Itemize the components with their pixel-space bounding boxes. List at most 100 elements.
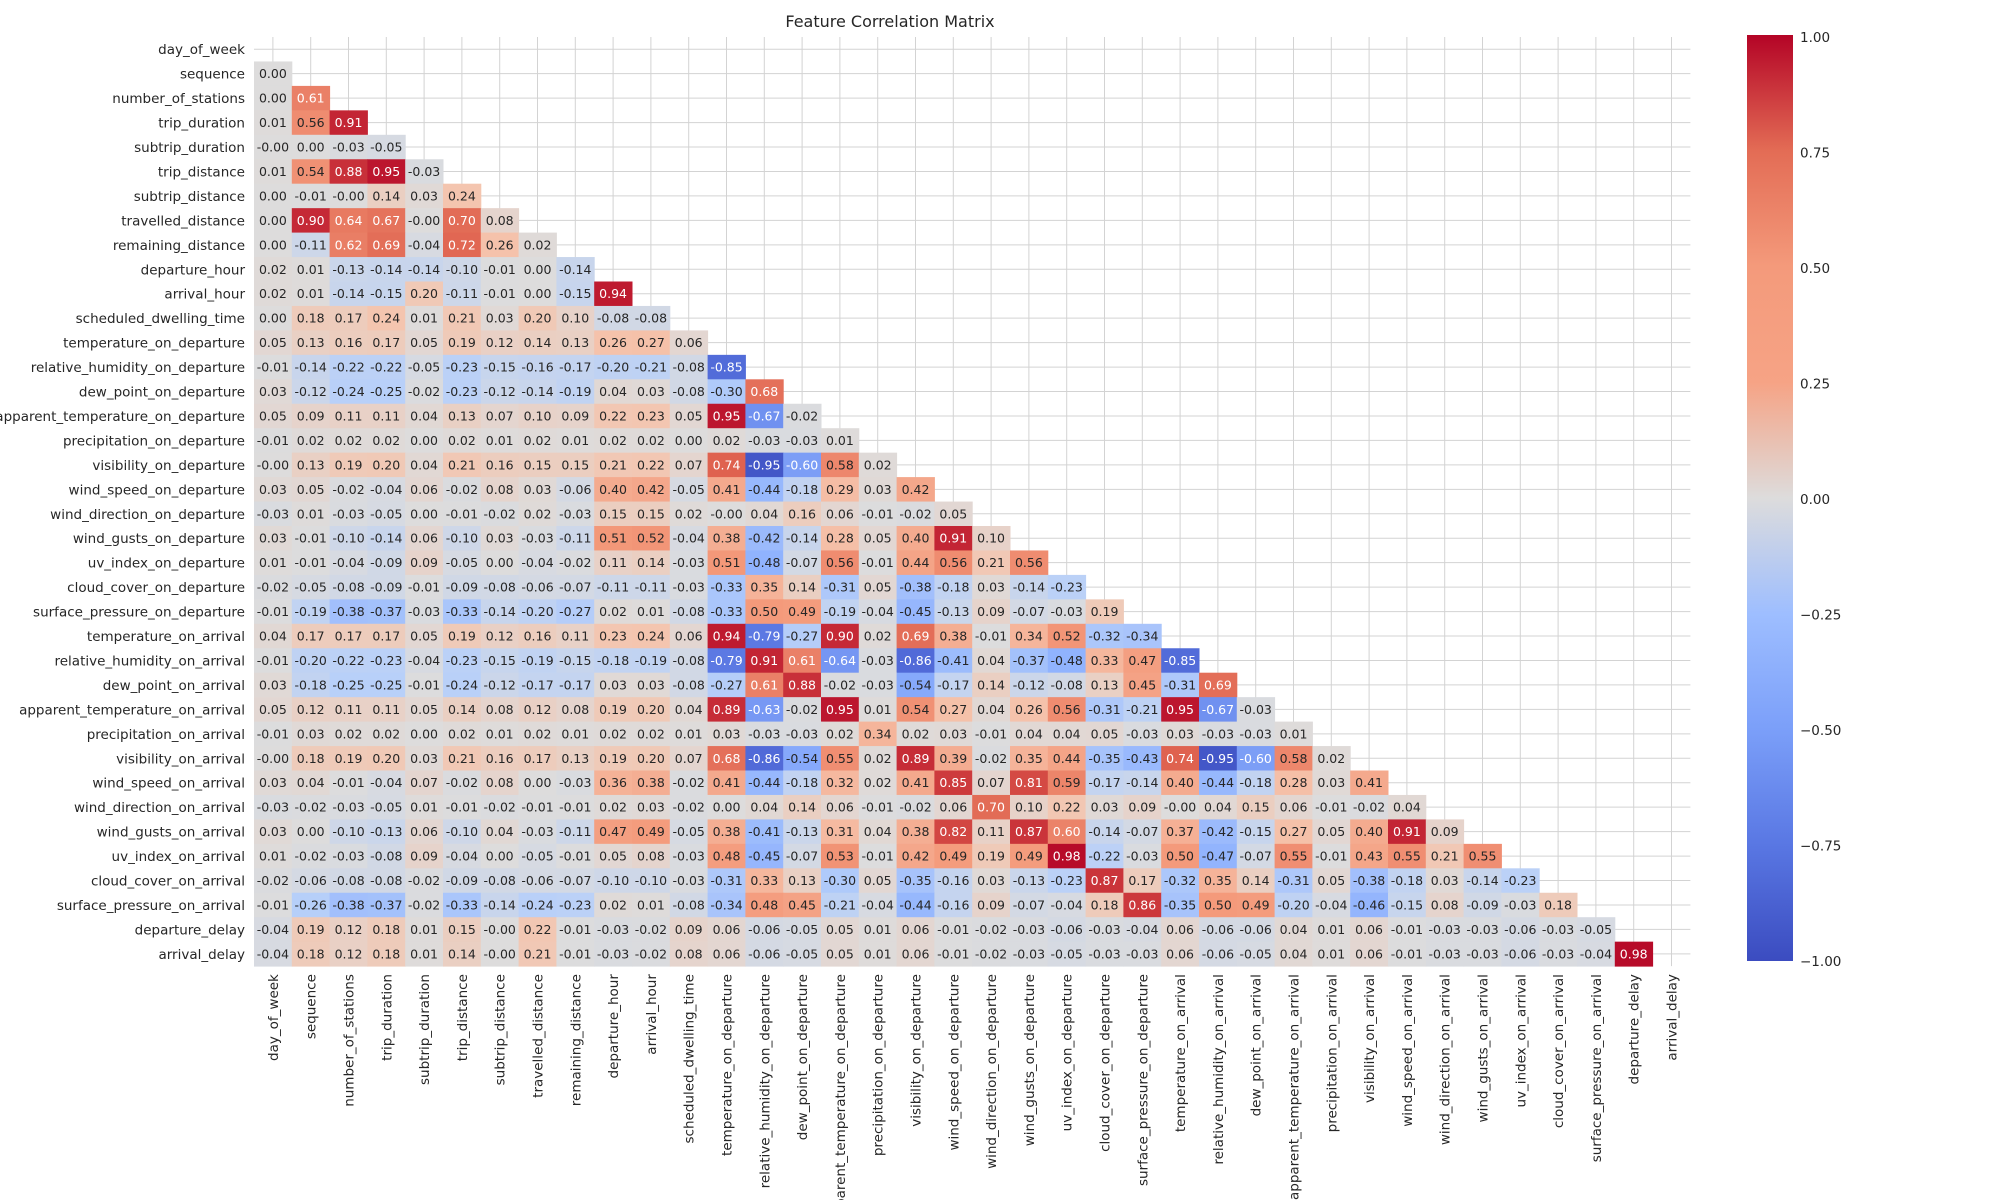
cell-value-label: 0.03 — [1431, 873, 1459, 888]
heatmap-cell — [291, 305, 331, 331]
cell-value-label: -0.16 — [521, 360, 553, 375]
heatmap-cell — [1463, 917, 1502, 943]
y-tick-label: wind_gusts_on_departure — [73, 531, 245, 547]
cell-value-label: -0.04 — [1580, 946, 1612, 961]
cell-value-label: 0.28 — [826, 531, 854, 546]
heatmap-cell — [1123, 819, 1162, 845]
heatmap-cell — [254, 354, 293, 380]
heatmap-cell — [896, 746, 935, 771]
cell-value-label: 0.01 — [561, 433, 589, 448]
x-tick-label: trip_distance — [455, 974, 471, 1061]
heatmap-cell — [329, 697, 368, 723]
cell-value-label: -0.37 — [370, 604, 402, 619]
y-tick-label: arrival_hour — [164, 287, 245, 303]
cell-value-label: -0.07 — [1126, 824, 1158, 839]
cell-value-label: -0.15 — [370, 286, 402, 301]
heatmap-cell — [329, 208, 368, 234]
cell-value-label: 0.04 — [410, 457, 438, 472]
heatmap-cell — [1047, 819, 1087, 845]
cell-value-label: -0.33 — [446, 604, 478, 619]
heatmap-cell — [1577, 917, 1616, 943]
heatmap-cell — [1274, 794, 1313, 820]
heatmap-cell — [1501, 892, 1540, 918]
cell-value-label: 0.04 — [864, 824, 892, 839]
heatmap-cell — [291, 892, 331, 918]
heatmap-cell — [367, 452, 406, 478]
cell-value-label: 0.01 — [864, 946, 892, 961]
cell-value-label: -0.03 — [408, 604, 440, 619]
cell-value-label: -0.03 — [597, 922, 629, 937]
heatmap-cell — [254, 917, 293, 943]
cell-value-label: 0.06 — [826, 800, 854, 815]
cell-value-label: -0.01 — [257, 433, 289, 448]
heatmap-cell — [783, 550, 822, 576]
heatmap-cell — [405, 354, 444, 380]
heatmap-cell — [443, 868, 482, 894]
y-tick-label: precipitation_on_departure — [63, 433, 245, 449]
heatmap-cell — [972, 843, 1011, 869]
cell-value-label: -0.11 — [559, 531, 591, 546]
cell-value-label: -0.18 — [937, 580, 969, 595]
heatmap-cell — [1010, 819, 1049, 845]
cell-value-label: 0.59 — [1053, 775, 1081, 790]
cell-value-label: -0.01 — [559, 946, 591, 961]
cell-value-label: -0.07 — [786, 849, 818, 864]
heatmap-cell — [405, 550, 444, 576]
cell-value-label: 0.00 — [297, 824, 325, 839]
heatmap-cell — [1274, 819, 1313, 845]
cell-value-label: -0.01 — [559, 922, 591, 937]
cell-value-label: -0.22 — [1088, 849, 1120, 864]
cell-value-label: -0.03 — [1013, 922, 1045, 937]
heatmap-cell — [632, 526, 671, 551]
heatmap-cell — [367, 330, 406, 356]
cell-value-label: 0.00 — [524, 775, 552, 790]
cell-value-label: 0.34 — [864, 726, 892, 741]
heatmap-cell — [707, 794, 746, 820]
cell-value-label: -0.14 — [1126, 775, 1158, 790]
cell-value-label: -0.09 — [1466, 897, 1498, 912]
cell-value-label: 0.15 — [524, 457, 552, 472]
cell-value-label: 0.15 — [1242, 800, 1270, 815]
cell-value-label: 0.11 — [372, 702, 400, 717]
heatmap-cell — [896, 941, 935, 967]
heatmap-cell — [443, 770, 482, 796]
cell-value-label: 0.10 — [977, 531, 1005, 546]
heatmap-cell — [254, 330, 293, 356]
heatmap-cell — [1614, 941, 1654, 967]
cell-value-label: 0.27 — [939, 702, 967, 717]
cell-value-label: 0.27 — [637, 335, 665, 350]
heatmap-cell — [291, 648, 331, 674]
y-tick-label: trip_duration — [158, 116, 245, 132]
cell-value-label: 0.04 — [259, 629, 287, 644]
heatmap-cell — [254, 379, 293, 405]
cell-value-label: 0.05 — [939, 506, 967, 521]
heatmap-cell — [632, 452, 671, 478]
cell-value-label: 0.87 — [1091, 873, 1119, 888]
heatmap-cell — [1085, 819, 1124, 845]
cell-value-label: -0.79 — [748, 629, 780, 644]
heatmap-cell — [329, 501, 368, 527]
heatmap-cell — [632, 721, 671, 747]
cell-value-label: 0.05 — [410, 335, 438, 350]
heatmap-cell — [556, 501, 595, 527]
heatmap-cell — [821, 648, 860, 674]
y-tick-label: subtrip_distance — [134, 189, 245, 205]
cell-value-label: 0.56 — [1015, 555, 1043, 570]
heatmap-cell — [783, 770, 822, 796]
heatmap-cell — [1161, 746, 1200, 771]
heatmap-cell — [934, 843, 973, 869]
x-tick-label: uv_index_on_departure — [1060, 974, 1076, 1131]
heatmap-cell — [632, 428, 671, 454]
cell-value-label: 0.56 — [297, 115, 325, 130]
cell-value-label: 0.00 — [486, 849, 514, 864]
heatmap-cell — [594, 819, 633, 845]
cell-value-label: -0.54 — [786, 751, 818, 766]
cell-value-label: -0.07 — [1240, 849, 1272, 864]
heatmap-cell — [291, 843, 331, 869]
cell-value-label: -0.02 — [786, 408, 818, 423]
cell-value-label: -0.46 — [1353, 897, 1385, 912]
cell-value-label: -0.01 — [332, 775, 364, 790]
cell-value-label: -0.03 — [521, 531, 553, 546]
heatmap-cell — [745, 574, 784, 600]
cell-value-label: 0.51 — [713, 555, 741, 570]
